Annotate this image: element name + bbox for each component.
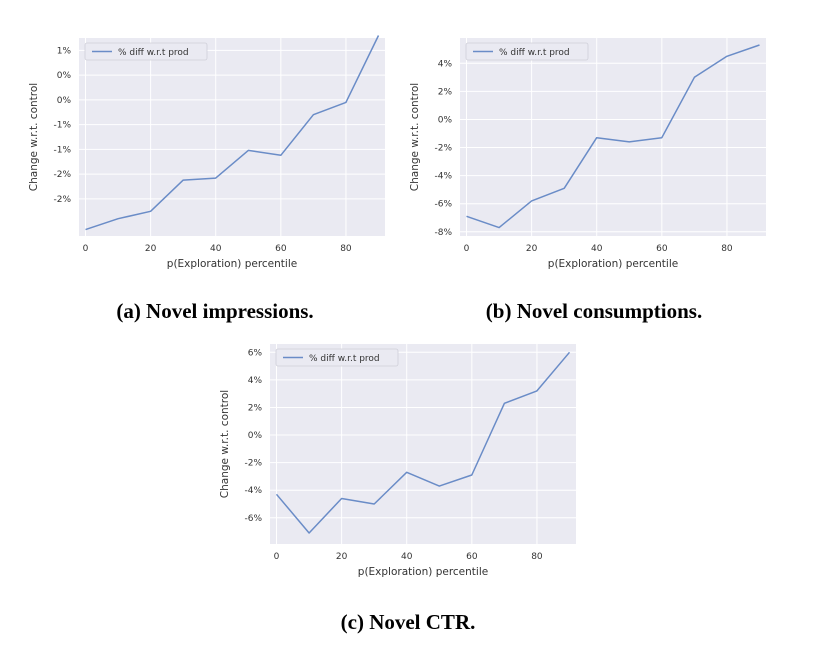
chart-a-svg: 1% 0% 0% -1% -1% -2% -2% 0 20 40 60 80 p(Exploration… xyxy=(28,35,385,270)
chart-panel-b: 4% 2% 0% -2% -4% -6% -8% 0 20 40 60 80 p(Exploration… xyxy=(400,0,820,285)
x-axis-label: p(Exploration) percentile xyxy=(548,258,678,270)
x-tick-label: 40 xyxy=(210,244,222,254)
plot-area xyxy=(460,38,766,236)
chart-c-svg: 6% 4% 2% 0% -2% -4% -6% 0 20 40 60 80 p(Exploration)… xyxy=(219,344,576,578)
caption-b: (b) Novel consumptions. xyxy=(485,299,703,323)
y-axis-label: Change w.r.t. control xyxy=(219,390,231,498)
y-tick-label: 4% xyxy=(248,376,263,386)
series-line xyxy=(85,35,380,231)
y-tick-label: 4% xyxy=(438,59,453,69)
y-tick-label: 6% xyxy=(248,348,263,358)
legend-box xyxy=(84,42,208,61)
x-tick-label: 80 xyxy=(531,552,543,562)
chart-b-svg: 4% 2% 0% -2% -4% -6% -8% 0 20 40 60 80 p(Exploration… xyxy=(409,38,766,270)
x-tick-label: 60 xyxy=(656,244,668,254)
y-tick-label: -1% xyxy=(53,145,71,155)
legend-label: % diff w.r.t prod xyxy=(309,354,380,364)
caption-a: (a) Novel impressions. xyxy=(116,299,314,323)
y-tick-label: 0% xyxy=(438,115,453,125)
y-tick-label: -2% xyxy=(53,170,71,180)
y-tick-label: 0% xyxy=(57,71,72,81)
legend-box xyxy=(465,42,589,61)
chart-panel-a: 1% 0% 0% -1% -1% -2% -2% 0 20 40 60 80 p(Exploration… xyxy=(0,0,410,285)
y-tick-label: -2% xyxy=(434,144,452,154)
y-tick-label: -2% xyxy=(53,195,71,205)
y-tick-label: -1% xyxy=(53,121,71,131)
series-line xyxy=(466,44,760,229)
y-tick-label: -6% xyxy=(434,200,452,210)
y-tick-label: 1% xyxy=(57,46,72,56)
y-tick-label: 0% xyxy=(248,431,263,441)
y-tick-label: -2% xyxy=(244,459,262,469)
legend-box xyxy=(275,348,399,367)
x-tick-label: 40 xyxy=(401,552,413,562)
x-axis-label: p(Exploration) percentile xyxy=(167,258,297,270)
y-tick-label: -6% xyxy=(244,514,262,524)
x-tick-label: 60 xyxy=(466,552,478,562)
y-tick-label: 2% xyxy=(248,403,263,413)
y-axis-label: Change w.r.t. control xyxy=(28,83,40,191)
y-tick-label: -4% xyxy=(244,486,262,496)
x-tick-label: 0 xyxy=(83,244,89,254)
y-tick-label: 2% xyxy=(438,87,453,97)
y-tick-label: -4% xyxy=(434,172,452,182)
x-tick-label: 60 xyxy=(275,244,287,254)
legend-label: % diff w.r.t prod xyxy=(118,48,189,58)
x-tick-label: 80 xyxy=(340,244,352,254)
x-tick-label: 80 xyxy=(721,244,733,254)
x-tick-label: 20 xyxy=(526,244,538,254)
plot-area xyxy=(270,344,576,544)
x-tick-label: 40 xyxy=(591,244,603,254)
x-tick-label: 20 xyxy=(336,552,348,562)
x-tick-label: 0 xyxy=(464,244,470,254)
y-tick-label: -8% xyxy=(434,228,452,238)
y-tick-label: 0% xyxy=(57,96,72,106)
plot-area xyxy=(79,38,385,236)
x-tick-label: 20 xyxy=(145,244,157,254)
y-axis-label: Change w.r.t. control xyxy=(409,83,421,191)
x-tick-label: 0 xyxy=(274,552,280,562)
series-line xyxy=(275,351,571,534)
x-axis-label: p(Exploration) percentile xyxy=(358,566,488,578)
caption-c: (c) Novel CTR. xyxy=(340,610,476,634)
chart-panel-c: 6% 4% 2% 0% -2% -4% -6% 0 20 40 60 80 p(Exploration)… xyxy=(200,330,600,590)
legend-label: % diff w.r.t prod xyxy=(499,48,570,58)
